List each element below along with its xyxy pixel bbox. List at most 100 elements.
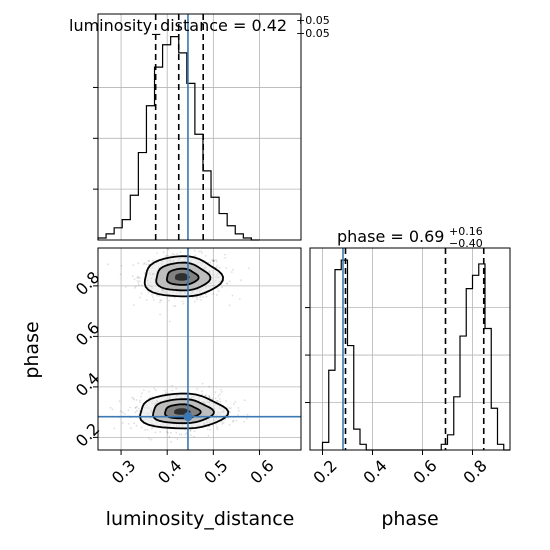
scatter-point-676 — [136, 409, 138, 412]
scatter-point-1030 — [140, 395, 142, 398]
scatter-point-189 — [159, 301, 161, 304]
scatter-point-5 — [137, 282, 140, 284]
scatter-point-1128 — [150, 438, 153, 441]
scatter-point-126 — [213, 259, 215, 262]
phase-title: phase = 0.69 — [337, 227, 444, 246]
scatter-point-703 — [140, 426, 143, 429]
scatter-point-467 — [204, 255, 207, 257]
scatter-point-597 — [136, 280, 139, 282]
scatter-point-1068 — [113, 427, 116, 430]
scatter-point-1135 — [229, 411, 231, 414]
scatter-point-289 — [160, 299, 163, 302]
scatter-point-929 — [166, 431, 169, 434]
scatter-point-314 — [228, 304, 231, 307]
scatter-point-758 — [229, 407, 232, 409]
scatter-point-852 — [201, 390, 203, 392]
scatter-point-1146 — [124, 413, 126, 415]
scatter-point-1182 — [133, 422, 136, 425]
scatter-point-682 — [111, 408, 114, 411]
scatter-point-923 — [221, 422, 224, 425]
p1-xtick-label-2: 0.6 — [409, 456, 440, 487]
scatter-point-719 — [146, 428, 149, 431]
scatter-point-20 — [205, 295, 208, 298]
scatter-point-1060 — [148, 390, 150, 393]
density-contour-1-1 — [152, 398, 215, 425]
scatter-point-1009 — [143, 389, 145, 391]
scatter-point-487 — [140, 284, 143, 286]
scatter-point-871 — [131, 396, 134, 399]
scatter-point-640 — [226, 283, 229, 285]
joint-density-panel: 0.3 0.4 0.5 0.6 0.20.40.60.8 — [72, 247, 302, 487]
scatter-point-766 — [237, 407, 240, 409]
scatter-point-1257 — [171, 384, 174, 387]
scatter-point-43 — [215, 260, 218, 263]
scatter-point-521 — [168, 320, 171, 323]
scatter-point-821 — [134, 407, 137, 409]
scatter-point-927 — [232, 419, 235, 422]
scatter-point-1193 — [155, 389, 157, 391]
scatter-point-711 — [233, 403, 235, 405]
scatter-point-658 — [176, 438, 179, 440]
scatter-point-980 — [109, 406, 112, 409]
scatter-point-186 — [217, 290, 220, 292]
scatter-point-1265 — [207, 434, 210, 437]
scatter-point-1098 — [159, 431, 162, 433]
scatter-point-1090 — [139, 401, 141, 403]
scatter-point-329 — [138, 296, 141, 299]
scatter-point-827 — [214, 397, 217, 400]
scatter-point-18 — [174, 305, 177, 307]
scatter-point-379 — [176, 252, 179, 255]
scatter-point-1184 — [228, 407, 231, 409]
scatter-point-969 — [232, 420, 235, 423]
scatter-point-1271 — [122, 411, 124, 414]
scatter-point-787 — [137, 407, 140, 410]
scatter-point-200 — [179, 251, 182, 254]
scatter-point-1260 — [208, 395, 211, 397]
scatter-point-868 — [127, 409, 130, 412]
scatter-point-564 — [230, 271, 233, 273]
scatter-point-159 — [134, 285, 137, 288]
scatter-point-414 — [171, 252, 174, 255]
scatter-point-840 — [132, 397, 135, 400]
p2-xtick-label-3: 0.6 — [246, 456, 277, 487]
scatter-point-1024 — [168, 435, 171, 438]
scatter-point-753 — [196, 388, 199, 391]
scatter-point-296 — [167, 254, 170, 257]
y-axis-label-phase: phase — [21, 321, 43, 378]
scatter-point-194 — [198, 250, 201, 253]
scatter-point-36 — [138, 277, 141, 279]
scatter-point-263 — [148, 260, 151, 262]
scatter-point-1291 — [201, 382, 204, 385]
scatter-point-261 — [200, 250, 202, 253]
scatter-point-1225 — [180, 433, 183, 436]
phase-title-plus: +0.16 — [449, 225, 483, 238]
scatter-point-48 — [196, 298, 199, 301]
scatter-point-783 — [216, 428, 219, 431]
scatter-point-98 — [156, 252, 158, 255]
scatter-point-595 — [221, 286, 224, 289]
scatter-point-956 — [134, 406, 137, 409]
scatter-point-925 — [211, 398, 214, 400]
scatter-point-922 — [193, 435, 195, 438]
scatter-point-319 — [151, 296, 154, 298]
p1-xtick-label-1: 0.4 — [359, 456, 390, 487]
scatter-point-501 — [152, 298, 155, 301]
scatter-point-357 — [137, 276, 140, 279]
scatter-point-1161 — [246, 413, 249, 416]
scatter-point-359 — [136, 277, 139, 279]
scatter-point-635 — [147, 264, 150, 267]
p2-xtick-label-2: 0.5 — [200, 456, 231, 487]
scatter-point-1020 — [222, 421, 225, 424]
scatter-point-1102 — [171, 389, 174, 392]
scatter-point-795 — [234, 401, 237, 403]
scatter-point-1200 — [216, 426, 218, 429]
scatter-point-279 — [144, 262, 146, 264]
scatter-point-204 — [142, 263, 145, 265]
scatter-point-40 — [212, 260, 215, 262]
scatter-point-1221 — [208, 385, 211, 388]
scatter-point-283 — [181, 300, 184, 303]
scatter-point-1279 — [220, 388, 222, 391]
scatter-point-55 — [213, 259, 215, 262]
scatter-point-760 — [219, 393, 222, 396]
luminosity-distance-title-plus: +0.05 — [296, 14, 330, 27]
